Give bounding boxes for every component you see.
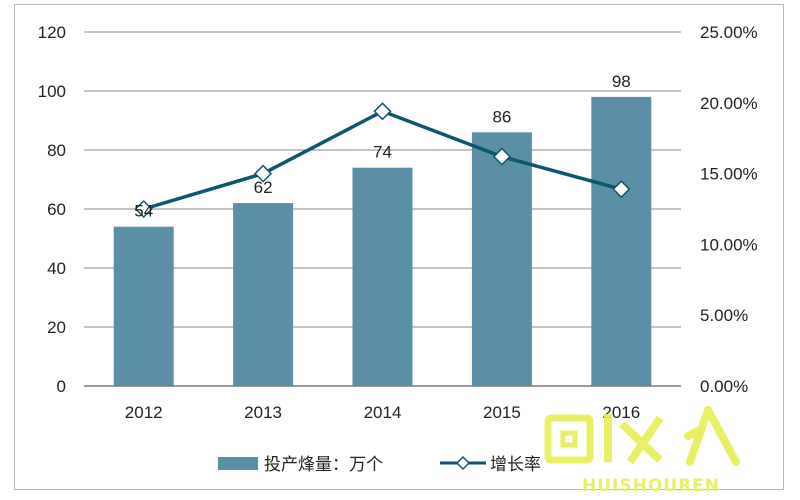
bar xyxy=(113,226,174,386)
bar xyxy=(352,167,413,386)
y-right-tick-label: 10.00% xyxy=(700,235,758,254)
y-left-tick-label: 80 xyxy=(47,141,66,160)
x-tick-label: 2014 xyxy=(364,403,402,422)
bar-value-label: 74 xyxy=(373,143,392,162)
legend-line-marker xyxy=(455,455,471,471)
legend-bar-label: 投产烽量：万个 xyxy=(264,455,383,475)
watermark-person xyxy=(684,406,740,466)
x-tick-label: 2015 xyxy=(483,403,521,422)
y-right-tick-label: 15.00% xyxy=(700,165,758,184)
bar-series xyxy=(113,96,652,387)
bar xyxy=(591,96,652,387)
watermark-bar-1 xyxy=(604,414,612,462)
watermark-logo: HUISHOUREN xyxy=(544,406,740,496)
line-series xyxy=(134,102,631,219)
bar-value-label: 62 xyxy=(254,178,273,197)
watermark-box-1 xyxy=(544,414,594,464)
y-left-tick-label: 0 xyxy=(57,377,66,396)
legend: 投产烽量：万个 增长率 xyxy=(218,455,541,475)
chart-frame xyxy=(14,4,784,490)
y-right-tick-label: 25.00% xyxy=(700,23,758,42)
growth-marker xyxy=(373,102,392,121)
growth-marker xyxy=(612,180,631,199)
growth-marker xyxy=(492,147,511,166)
y-right-tick-label: 0.00% xyxy=(700,377,748,396)
data-labels: 54 62 74 86 98 xyxy=(134,72,631,221)
y-left-tick-label: 120 xyxy=(38,23,66,42)
x-tick-label: 2013 xyxy=(244,403,282,422)
x-tick-label: 2012 xyxy=(125,403,163,422)
y-left-tick-label: 60 xyxy=(47,200,66,219)
bar-value-label: 98 xyxy=(612,72,631,91)
legend-line-label: 增长率 xyxy=(490,455,541,475)
gridlines xyxy=(84,31,681,328)
watermark-stroke-1 xyxy=(619,415,664,465)
watermark-box-2 xyxy=(560,430,578,448)
axes: 0 20 40 60 80 100 120 0.00% 5.00% 10.00% 15.00% 20.… xyxy=(38,23,758,422)
bar-value-label: 86 xyxy=(492,107,511,126)
bar xyxy=(233,203,294,386)
y-left-tick-label: 20 xyxy=(47,318,66,337)
growth-marker xyxy=(254,164,273,183)
bar-value-label: 54 xyxy=(134,202,153,221)
y-left-tick-label: 100 xyxy=(38,82,66,101)
y-left-tick-label: 40 xyxy=(47,259,66,278)
legend-bar-swatch xyxy=(218,457,258,470)
growth-marker xyxy=(134,199,153,219)
bar xyxy=(471,132,532,386)
y-right-tick-label: 20.00% xyxy=(700,94,758,113)
watermark-sub-text: HUISHOUREN xyxy=(582,476,720,496)
y-right-tick-label: 5.00% xyxy=(700,306,748,325)
